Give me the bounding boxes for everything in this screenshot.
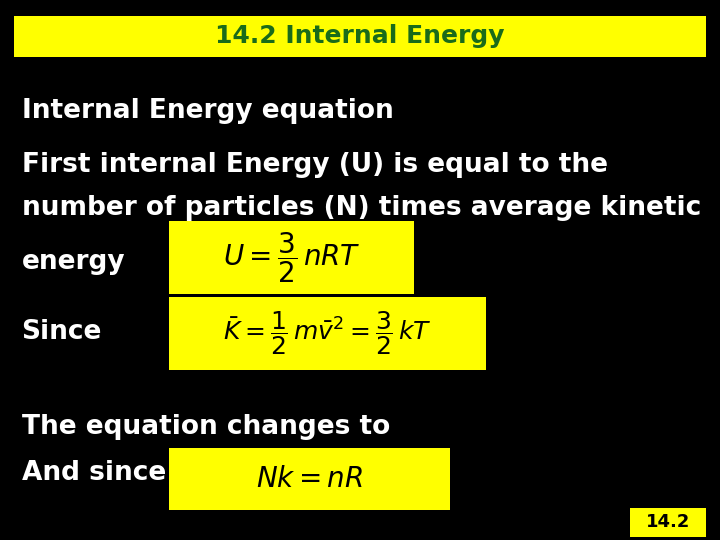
Text: 14.2 Internal Energy: 14.2 Internal Energy <box>215 24 505 49</box>
FancyBboxPatch shape <box>169 297 486 370</box>
FancyBboxPatch shape <box>630 508 706 537</box>
Text: Internal Energy equation: Internal Energy equation <box>22 98 393 124</box>
FancyBboxPatch shape <box>169 221 414 294</box>
FancyBboxPatch shape <box>14 16 706 57</box>
Text: energy: energy <box>22 249 125 275</box>
Text: number of particles (N) times average kinetic: number of particles (N) times average ki… <box>22 195 701 221</box>
Text: $\bar{K} = \dfrac{1}{2}\,m\bar{v}^{2} = \dfrac{3}{2}\,kT$: $\bar{K} = \dfrac{1}{2}\,m\bar{v}^{2} = … <box>223 309 432 357</box>
Text: First internal Energy (U) is equal to the: First internal Energy (U) is equal to th… <box>22 152 608 178</box>
Text: Since: Since <box>22 319 102 345</box>
Text: The equation changes to: The equation changes to <box>22 414 390 440</box>
Text: $Nk = nR$: $Nk = nR$ <box>256 465 363 493</box>
FancyBboxPatch shape <box>169 448 450 510</box>
Text: $U = \dfrac{3}{2}\,nRT$: $U = \dfrac{3}{2}\,nRT$ <box>222 231 361 285</box>
Text: And since: And since <box>22 460 166 485</box>
Text: 14.2: 14.2 <box>646 514 690 531</box>
